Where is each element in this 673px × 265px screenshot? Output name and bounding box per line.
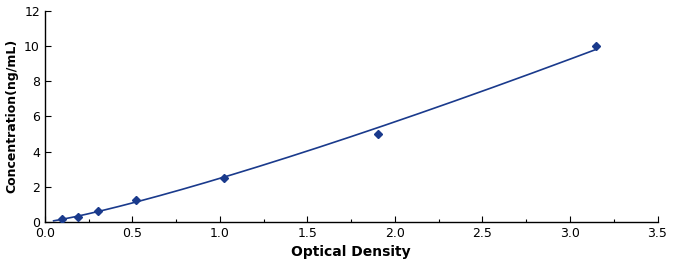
X-axis label: Optical Density: Optical Density — [291, 245, 411, 259]
Y-axis label: Concentration(ng/mL): Concentration(ng/mL) — [5, 39, 19, 193]
